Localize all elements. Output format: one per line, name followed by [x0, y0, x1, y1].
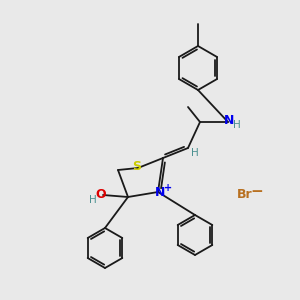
Text: H: H: [233, 120, 241, 130]
Text: +: +: [164, 183, 172, 193]
Text: −: −: [250, 184, 263, 199]
Text: N: N: [155, 185, 165, 199]
Text: N: N: [224, 113, 234, 127]
Text: O: O: [96, 188, 106, 200]
Text: Br: Br: [237, 188, 253, 202]
Text: H: H: [191, 148, 199, 158]
Text: S: S: [133, 160, 142, 173]
Text: H: H: [89, 195, 97, 205]
